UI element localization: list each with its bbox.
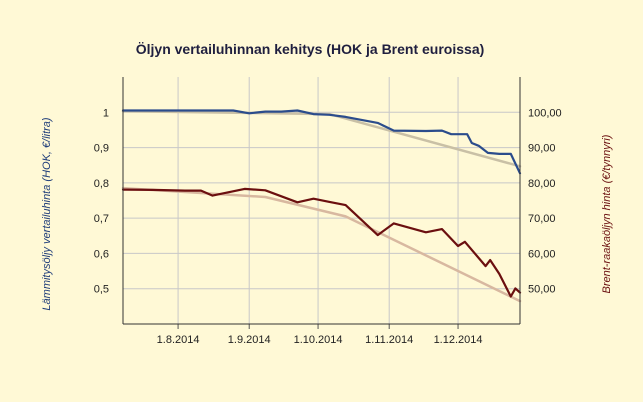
x-tick-label: 1.10.2014: [294, 334, 343, 346]
x-tick-label: 1.12.2014: [434, 334, 483, 346]
y-right-tick-label: 50,00: [528, 284, 556, 296]
y-right-tick-label: 90,00: [528, 143, 556, 155]
y-right-tick-label: 80,00: [528, 178, 556, 190]
y-right-tick-label: 70,00: [528, 213, 556, 225]
trend-layer: [121, 109, 522, 303]
y-right-tick-label: 100,00: [528, 107, 562, 119]
x-tick-label: 1.11.2014: [365, 334, 413, 346]
trend-line-1: [121, 109, 522, 168]
y-left-tick-label: 0,7: [94, 213, 109, 225]
series-layer: [121, 109, 522, 298]
x-tick-label: 1.9.2014: [228, 334, 271, 346]
y-left-tick-label: 0,8: [94, 178, 109, 190]
tick-labels: 1 100,00 0,9 90,00 0,8 80,00 0,7 70,00 0,6 60,00 0…: [94, 107, 562, 346]
y-left-tick-label: 0,6: [94, 248, 109, 260]
y-axis-right-label: Brent-raakaöljyn hinta (€/tynnyri): [601, 134, 613, 293]
series-line-2: [121, 187, 522, 298]
y-left-tick-label: 0,5: [94, 284, 109, 296]
y-left-tick-label: 1: [103, 107, 109, 119]
y-left-tick-label: 0,9: [94, 143, 109, 155]
y-right-tick-label: 60,00: [528, 248, 556, 260]
axes: [122, 77, 521, 329]
chart-title: Öljyn vertailuhinnan kehitys (HOK ja Bre…: [136, 41, 485, 57]
y-axis-left-label: Lämmitysöljy vertailuhinta (HOK, €/litra…: [41, 117, 53, 311]
gridlines: [123, 77, 520, 324]
trend-line-3: [121, 186, 522, 303]
x-tick-label: 1.8.2014: [157, 334, 200, 346]
series-line-0: [121, 109, 522, 175]
